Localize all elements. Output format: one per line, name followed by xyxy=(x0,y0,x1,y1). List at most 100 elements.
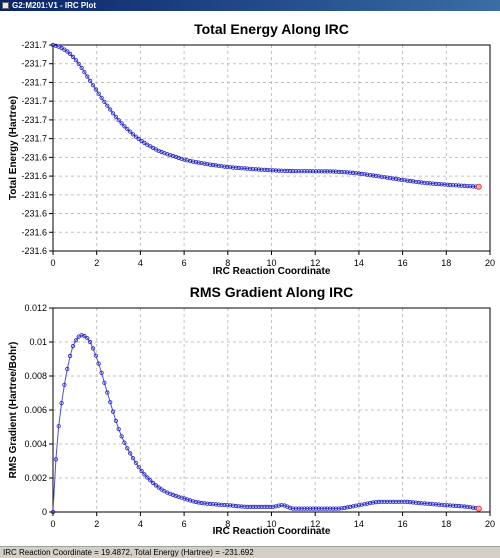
chart-1-data-point xyxy=(208,162,213,167)
chart-1-data-point xyxy=(213,163,218,168)
chart-2-data-point xyxy=(388,499,393,504)
chart-1-data-point xyxy=(422,180,427,185)
chart-2-data-point xyxy=(222,502,227,508)
chart-1-data-point xyxy=(448,182,453,188)
chart-2-data-point xyxy=(359,502,364,507)
chart-2-y-tick-label: 0.012 xyxy=(24,303,47,313)
chart-2-data-point xyxy=(90,346,96,351)
chart-2-x-tick-label: 0 xyxy=(50,519,55,529)
chart-1-data-point xyxy=(379,174,384,179)
chart-2-data-point xyxy=(125,446,130,451)
chart-1-data-point xyxy=(202,161,207,166)
chart-2-data-point xyxy=(265,504,270,509)
chart-1-x-tick-label: 16 xyxy=(398,258,408,268)
chart-1-data-point xyxy=(259,167,264,172)
chart-1-x-tick-label: 8 xyxy=(225,258,230,268)
chart-2-data-point xyxy=(205,501,210,506)
chart-1-data-point xyxy=(196,160,201,165)
chart-2-data-point xyxy=(133,460,138,465)
chart-1-data-point xyxy=(228,165,233,170)
chart-1-data-point xyxy=(399,177,404,182)
chart-2-data-point xyxy=(99,370,104,375)
chart-2-data-point xyxy=(219,502,224,507)
chart-2-data-point xyxy=(216,502,221,507)
chart-1-data-point xyxy=(342,170,347,175)
chart-2-data-point xyxy=(193,499,198,505)
chart-1-data-point xyxy=(122,124,127,129)
chart-2-data-point xyxy=(322,506,327,511)
chart-2-y-tick-label: 0.004 xyxy=(24,439,47,449)
chart-2-data-point xyxy=(253,504,258,509)
chart-2-data-point xyxy=(293,506,298,511)
chart-1-data-point xyxy=(136,136,141,142)
chart-2-data-point xyxy=(365,501,370,506)
chart-1-data-point xyxy=(188,158,193,164)
chart-2-x-tick-label: 4 xyxy=(138,519,143,529)
chart-2-data-point xyxy=(242,504,247,509)
chart-2-data-point xyxy=(148,478,153,483)
chart-1-data-point xyxy=(419,180,424,185)
chart-2-data-point xyxy=(150,480,156,485)
plot-window-icon[interactable] xyxy=(2,2,9,9)
chart-1-data-point xyxy=(450,183,456,188)
chart-2-current-point-marker xyxy=(475,505,482,512)
chart-2-data-point xyxy=(368,500,373,506)
chart-2-data-point xyxy=(310,506,316,511)
chart-1-data-point xyxy=(416,180,421,185)
chart-2-data-point xyxy=(96,361,101,366)
chart-2-data-point xyxy=(399,499,404,504)
chart-1-data-point xyxy=(468,184,473,189)
chart-2-data-point xyxy=(325,506,330,511)
chart-2-data-point xyxy=(436,502,441,507)
chart-1-data-point xyxy=(128,129,133,134)
chart-1-data-point xyxy=(190,159,196,164)
chart-2-data-point xyxy=(122,440,127,445)
chart-2-data-point xyxy=(448,503,453,508)
chart-2-data-point xyxy=(342,505,347,510)
chart-2-data-point xyxy=(239,504,244,509)
chart-2-data-point xyxy=(439,502,444,507)
chart-1-x-tick-label: 12 xyxy=(310,258,320,268)
chart-1-y-tick-label: -231.6 xyxy=(21,209,47,219)
chart-2-data-point xyxy=(422,501,427,506)
chart-2-data-point xyxy=(173,493,178,499)
chart-1-data-point xyxy=(219,164,224,169)
chart-2-data-point xyxy=(370,500,376,505)
chart-1-data-point xyxy=(139,138,144,144)
chart-2-data-point xyxy=(128,451,133,456)
chart-2-data-point xyxy=(333,506,338,511)
chart-2-data-point xyxy=(202,501,207,506)
chart-2-data-point xyxy=(445,503,450,508)
chart-2-data-point xyxy=(153,483,158,488)
chart-1-y-tick-label: -231.7 xyxy=(21,96,47,106)
chart-1-data-point xyxy=(459,183,464,188)
chart-1-y-tick-label: -231.7 xyxy=(21,115,47,125)
chart-1-data-point xyxy=(102,99,107,104)
chart-2-data-point xyxy=(425,501,430,506)
chart-2-x-axis-label: IRC Reaction Coordinate xyxy=(213,526,331,537)
chart-2-data-point xyxy=(393,499,398,504)
chart-2-data-point xyxy=(299,506,304,511)
chart-1-data-point xyxy=(282,168,287,173)
chart-1-data-point xyxy=(236,165,241,171)
irc-charts: 0 2 4 6 8 10 12 14 16 18 20-231.6-231.6-231.6-231.… xyxy=(8,21,495,537)
chart-1-data-point xyxy=(345,170,350,175)
chart-2-data-point xyxy=(230,503,236,508)
chart-2-data-point xyxy=(328,506,333,511)
chart-2-data-point xyxy=(408,499,413,505)
chart-2-data-point xyxy=(345,505,350,510)
chart-1-data-point xyxy=(305,169,310,174)
chart-1-data-point xyxy=(368,173,373,178)
chart-2-data-point xyxy=(268,504,273,509)
chart-2-data-point xyxy=(199,500,204,506)
chart-2-plot-frame xyxy=(52,307,491,513)
chart-1-data-point xyxy=(325,169,330,174)
chart-2-data-point xyxy=(419,501,424,506)
chart-2-data-point xyxy=(305,506,310,511)
title-bar[interactable]: G2:M201:V1 - IRC Plot xyxy=(0,0,500,11)
chart-2-data-point xyxy=(330,506,336,511)
chart-1-data-point xyxy=(339,169,344,175)
chart-1-data-point xyxy=(402,178,407,183)
chart-2-data-point xyxy=(68,353,73,359)
chart-1-data-point xyxy=(388,176,393,181)
